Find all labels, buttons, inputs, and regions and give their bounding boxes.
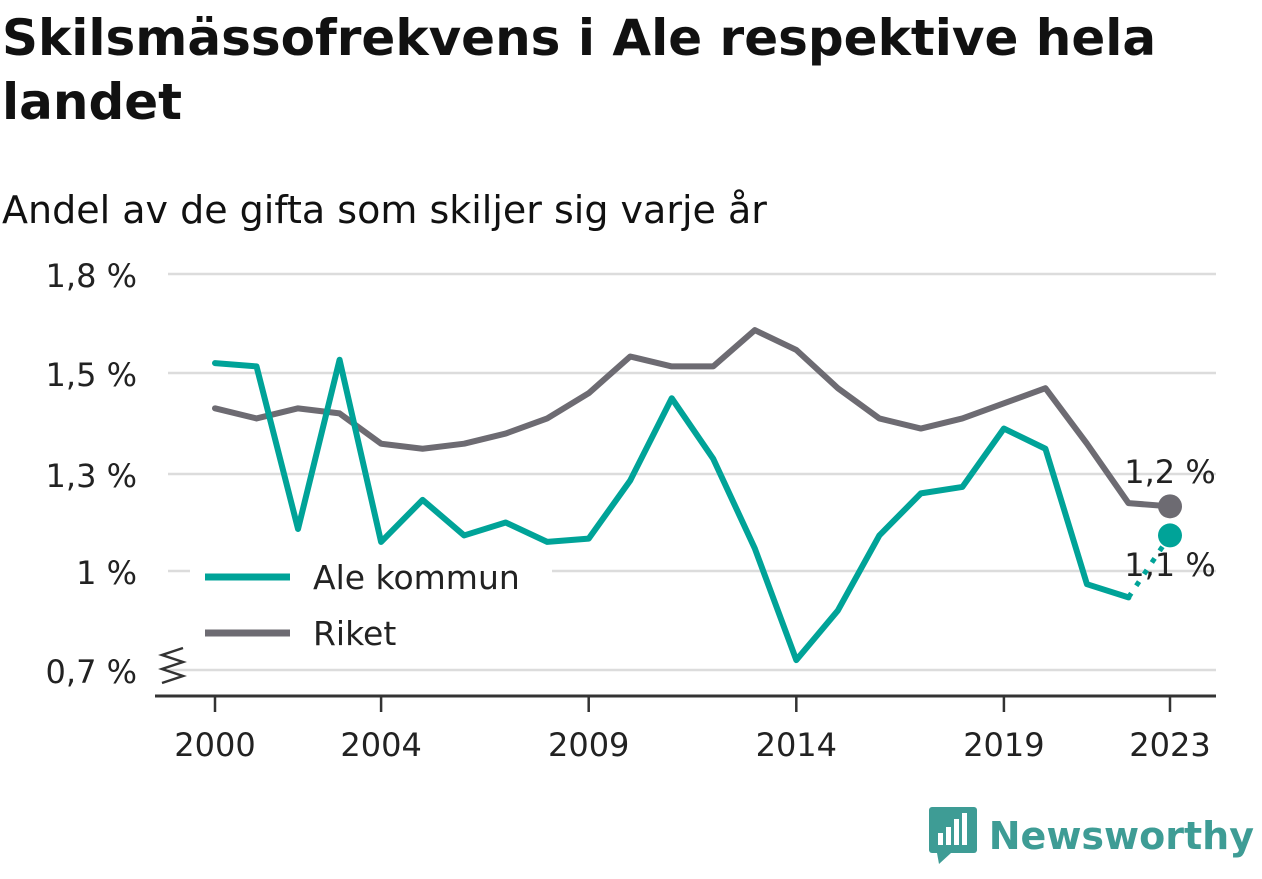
- end-labels: 1,2 % 1,1 %: [1124, 453, 1215, 584]
- x-tick-label: 2004: [340, 726, 421, 764]
- end-label-ale-kommun: 1,1 %: [1124, 546, 1215, 584]
- chart-title: Skilsmässofrekvens i Ale respektive hela…: [2, 9, 1157, 131]
- x-tick-label: 2000: [174, 726, 255, 764]
- series-line-riket: [212, 327, 1173, 510]
- series-lines: [212, 327, 1182, 664]
- bar-chart-speech-bubble-icon: [928, 807, 977, 864]
- x-tick-label: 2023: [1129, 726, 1210, 764]
- end-point-riket: [1158, 494, 1182, 519]
- y-tick-label: 1,8 %: [46, 257, 137, 295]
- chart-subtitle: Andel av de gifta som skiljer sig varje …: [2, 188, 767, 232]
- y-tick-label: 0,7 %: [46, 653, 137, 691]
- series-line-ale-kommun: [212, 356, 1132, 664]
- x-tick-label: 2014: [756, 726, 837, 764]
- brand-name: Newsworthy: [988, 814, 1254, 858]
- newsworthy-logo: Newsworthy: [928, 807, 1254, 865]
- y-axis-tick-labels: 0,7 % 1 % 1,3 % 1,5 % 1,8 %: [46, 257, 187, 691]
- x-axis: 2000 2004 2009 2014 2019 2023: [155, 694, 1216, 764]
- y-tick-label: 1,5 %: [46, 356, 137, 394]
- y-tick-label: 1 %: [76, 554, 137, 592]
- end-label-riket: 1,2 %: [1124, 453, 1215, 491]
- end-point-ale-kommun: [1158, 523, 1182, 548]
- x-tick-label: 2009: [548, 726, 629, 764]
- legend-label: Ale kommun: [313, 558, 520, 597]
- legend: Ale kommun Riket: [190, 545, 552, 667]
- x-tick-label: 2019: [963, 726, 1044, 764]
- y-tick-label: 1,3 %: [46, 457, 137, 495]
- axis-break-icon: [158, 646, 187, 685]
- legend-background: [190, 545, 552, 667]
- legend-label: Riket: [313, 614, 396, 653]
